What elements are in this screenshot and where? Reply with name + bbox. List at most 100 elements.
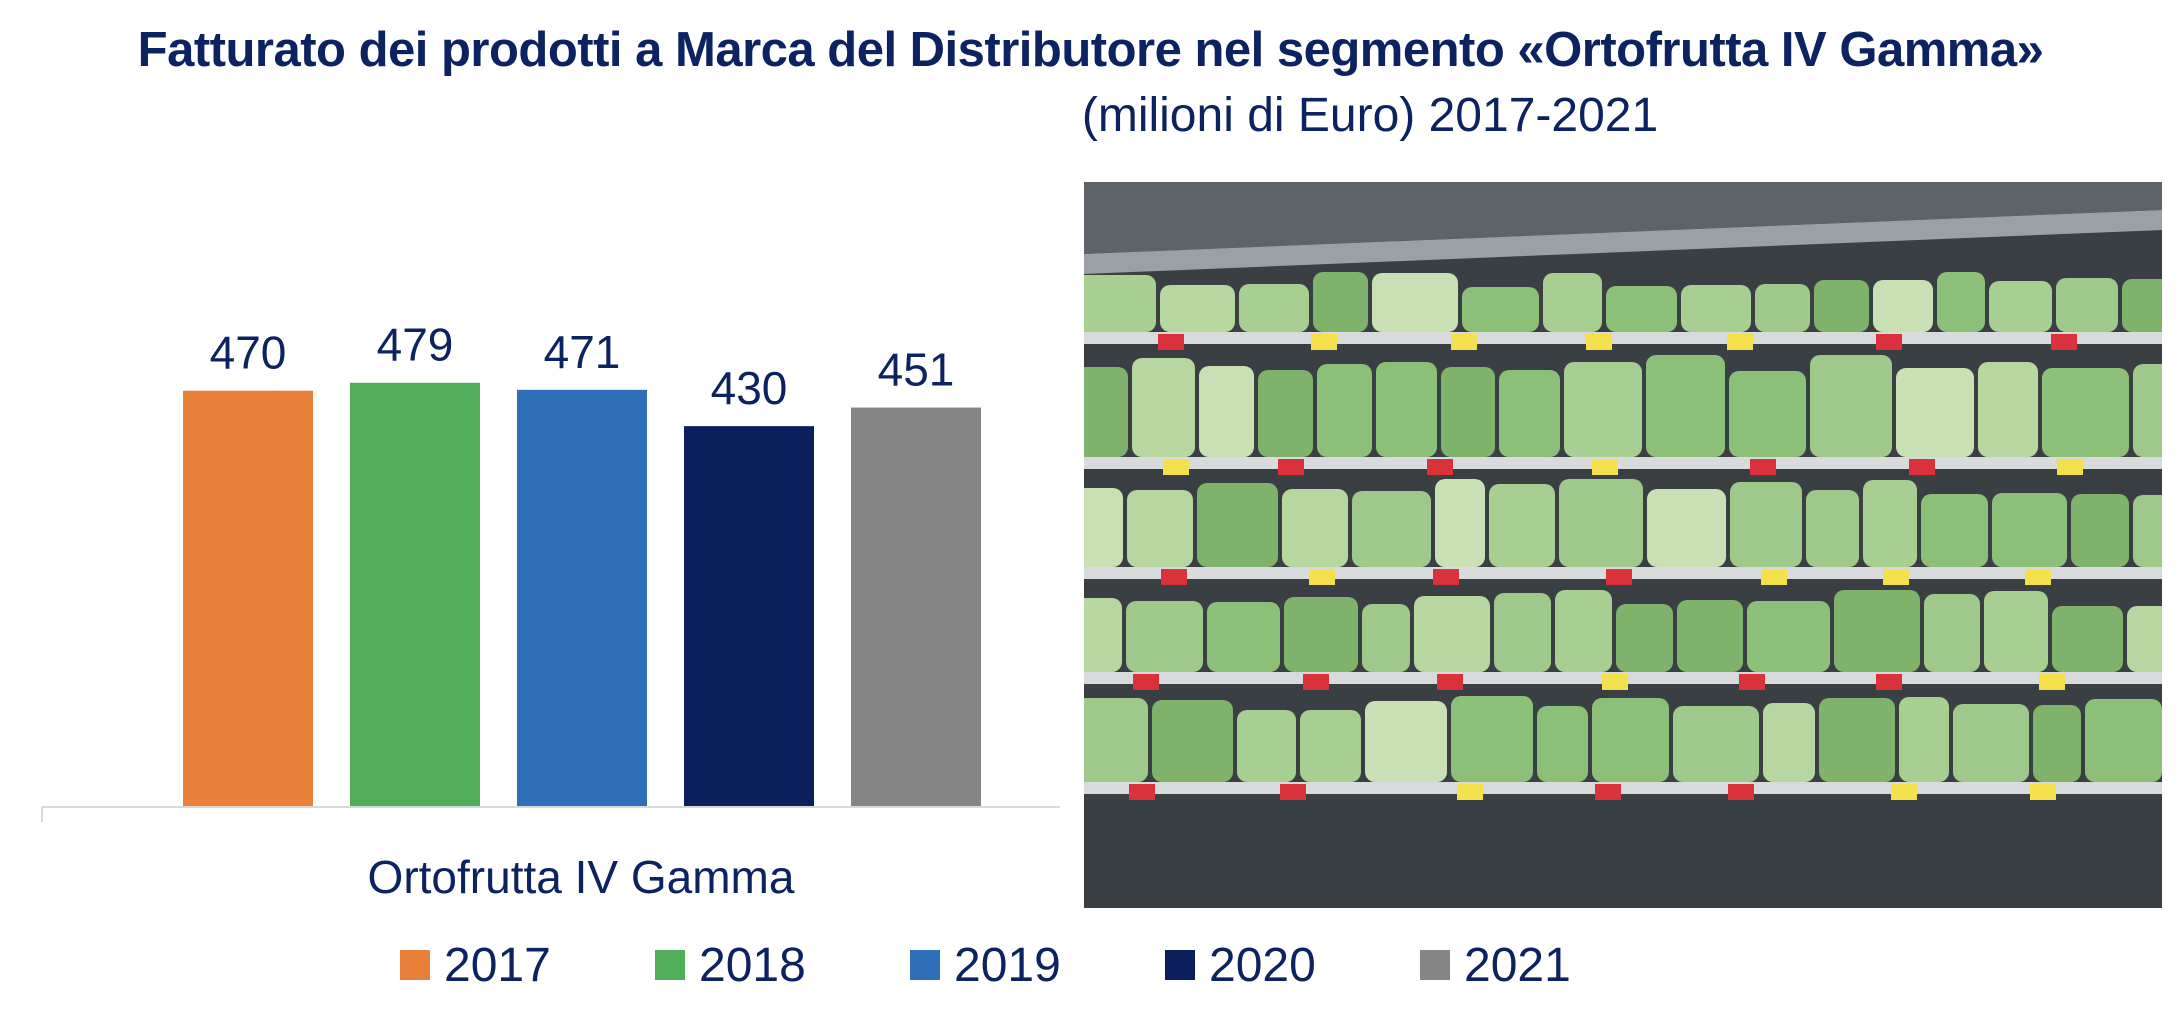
salad-bag [1462, 287, 1539, 332]
legend-swatch-2021 [1420, 950, 1450, 980]
salad-bag [2042, 368, 2129, 457]
salad-bag [1810, 355, 1892, 457]
price-tag [1728, 784, 1754, 800]
price-tag [1163, 459, 1189, 475]
value-label-2019: 471 [544, 326, 621, 378]
bar-2020 [684, 426, 814, 807]
price-tag [1595, 784, 1621, 800]
salad-bag [2133, 364, 2162, 457]
legend-item-2021: 2021 [1420, 935, 1571, 995]
legend-label-2017: 2017 [444, 938, 551, 992]
salad-bag [1564, 362, 1642, 457]
salad-bag [1084, 488, 1123, 567]
salad-bag [1237, 710, 1296, 782]
price-tag [1457, 784, 1483, 800]
salad-bag [1730, 482, 1802, 567]
shelf-edge [1084, 332, 2162, 344]
bar-2017 [183, 390, 313, 807]
salad-bag [1978, 362, 2038, 457]
salad-bag [2033, 705, 2081, 782]
category-label: Ortofrutta IV Gamma [368, 851, 795, 903]
salad-bag [1924, 594, 1980, 672]
price-tag [1303, 674, 1329, 690]
salad-bag [1592, 698, 1669, 782]
price-tag [1592, 459, 1618, 475]
salad-bag [1896, 368, 1974, 457]
salad-bag [1197, 483, 1278, 567]
salad-bag [1126, 601, 1203, 672]
salad-bag [1284, 597, 1358, 672]
salad-bag [1606, 286, 1677, 332]
salad-bag [1084, 598, 1122, 672]
salad-bag [1282, 489, 1348, 567]
price-tag [1586, 334, 1612, 350]
salad-bag [1499, 370, 1560, 457]
salad-bag [1673, 706, 1759, 782]
chart-subtitle: (milioni di Euro) 2017-2021 [1081, 89, 1659, 142]
salad-bag [1127, 490, 1193, 567]
price-tag [1451, 334, 1477, 350]
salad-bag [1239, 284, 1309, 332]
price-tag [1761, 569, 1787, 585]
salad-bag [1646, 355, 1725, 457]
price-tag [1427, 459, 1453, 475]
price-tag [1133, 674, 1159, 690]
price-tag [1280, 784, 1306, 800]
salad-bag [1984, 591, 2048, 672]
salad-bag [2122, 279, 2162, 332]
legend-label-2019: 2019 [954, 938, 1061, 992]
salad-bag [1313, 272, 1368, 332]
legend-item-2020: 2020 [1165, 935, 1316, 995]
legend-swatch-2019 [910, 950, 940, 980]
shelf-edge [1084, 782, 2162, 794]
salad-bag [1489, 484, 1555, 567]
salad-bag [2056, 278, 2118, 332]
salad-bag [1921, 494, 1988, 567]
salad-bag [1559, 479, 1643, 567]
legend-item-2019: 2019 [910, 935, 1061, 995]
salad-bag [2052, 606, 2123, 672]
salad-bag [1543, 273, 1602, 332]
price-tag [1876, 334, 1902, 350]
salad-bag [1989, 281, 2052, 332]
shelf-edge [1084, 457, 2162, 469]
salad-bag [1555, 590, 1612, 672]
salad-bag [1376, 362, 1437, 457]
salad-shelf-illustration [1084, 182, 2162, 908]
price-tag [1727, 334, 1753, 350]
legend: 2017 2018 2019 2020 2021 [0, 935, 2181, 995]
salad-bag [1362, 604, 1410, 672]
price-tag [1129, 784, 1155, 800]
price-tag [1278, 459, 1304, 475]
salad-bag [1451, 696, 1533, 782]
salad-bag [1207, 602, 1280, 672]
salad-bag [1953, 704, 2029, 782]
salad-bag [1747, 601, 1830, 672]
legend-swatch-2020 [1165, 950, 1195, 980]
value-label-2017: 470 [210, 327, 287, 379]
salad-bag [1937, 272, 1985, 332]
salad-bag [2071, 494, 2129, 567]
salad-bag [1814, 280, 1869, 332]
salad-shelf-photo [1084, 182, 2162, 908]
salad-bag [1677, 600, 1743, 672]
salad-bag [1537, 706, 1588, 782]
salad-bag [1616, 604, 1673, 672]
salad-bag [1899, 697, 1949, 782]
price-tag [2057, 459, 2083, 475]
salad-bag [1834, 590, 1920, 672]
price-tag [1606, 569, 1632, 585]
salad-bag [1681, 285, 1751, 332]
price-tag [1311, 334, 1337, 350]
chart-title: Fatturato dei prodotti a Marca del Distr… [137, 23, 2044, 77]
legend-item-2018: 2018 [655, 935, 806, 995]
salad-bag [1819, 698, 1895, 782]
salad-bag [1494, 593, 1551, 672]
bar-chart: 470 479 471 430 451 Ortofrutta IV Gamma [41, 319, 1060, 903]
value-label-2020: 430 [711, 362, 788, 414]
price-tag [1909, 459, 1935, 475]
salad-bag [1873, 280, 1933, 332]
salad-bag [1317, 364, 1372, 457]
salad-bag [1863, 480, 1917, 567]
salad-bag [1729, 371, 1806, 457]
